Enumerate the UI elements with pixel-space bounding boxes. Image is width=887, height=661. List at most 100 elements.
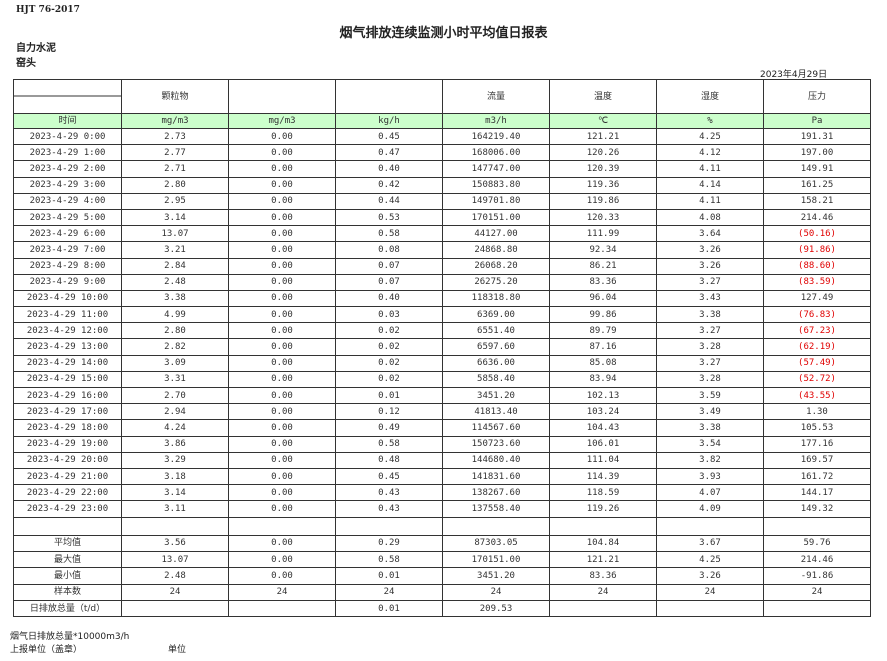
cell	[228, 79, 336, 114]
cell: 170151.00	[442, 208, 550, 227]
cell: 0.00	[228, 534, 336, 552]
cell: 138267.60	[442, 484, 550, 502]
cell: 4.09	[656, 500, 764, 518]
cell: 119.86	[549, 192, 657, 210]
table-row: 2023-4-29 8:00 2.84 0.00 0.07 26068.20 86.21 3…	[13, 257, 871, 275]
cell: 103.24	[549, 403, 657, 421]
cell	[121, 600, 229, 618]
cell: 121.21	[549, 127, 657, 146]
cell: 147747.00	[442, 160, 550, 178]
cell: 149701.80	[442, 192, 550, 210]
cell: 0.00	[228, 273, 336, 291]
cell: 2023-4-29 14:00	[13, 354, 122, 372]
cell: 0.01	[335, 386, 443, 405]
table-row: 2023-4-29 20:00 3.29 0.00 0.48 144680.40 111.…	[13, 451, 871, 469]
cell: 2.95	[121, 192, 229, 210]
cell: 2.80	[121, 322, 229, 340]
summary-row: 平均值 3.56 0.00 0.29 87303.05 104.84 3.67 59.76	[13, 534, 871, 552]
cell: m3/h	[442, 113, 550, 129]
cell	[763, 516, 871, 536]
cell: 144680.40	[442, 451, 550, 469]
cell: 0.58	[335, 550, 443, 569]
cell: 2023-4-29 5:00	[13, 208, 122, 227]
cell: 0.00	[228, 567, 336, 585]
report-title: 烟气排放连续监测小时平均值日报表	[339, 26, 548, 41]
cell: 3451.20	[442, 567, 550, 585]
cell: 3.14	[121, 484, 229, 502]
cell: -91.86	[763, 567, 871, 585]
table-row: 2023-4-29 3:00 2.80 0.00 0.42 150883.80 119.3…	[13, 176, 871, 194]
table-row: 2023-4-29 6:00 13.07 0.00 0.58 44127.00 111.9…	[13, 225, 871, 243]
cell: 2.48	[121, 567, 229, 585]
cell: 3.38	[656, 419, 764, 437]
table-row: 2023-4-29 14:00 3.09 0.00 0.02 6636.00 85.08 3…	[13, 354, 871, 372]
cell: 4.11	[656, 192, 764, 210]
cell	[656, 600, 764, 618]
cell: 0.40	[335, 160, 443, 178]
cell: 24	[335, 583, 443, 602]
cell: 2023-4-29 20:00	[13, 451, 122, 469]
cell: 0.00	[228, 144, 336, 162]
cell: 0.00	[228, 370, 336, 389]
cell: 121.21	[549, 550, 657, 569]
cell: (88.60)	[763, 257, 871, 275]
cell: 191.31	[763, 127, 871, 146]
company-name: 自力水泥	[16, 43, 56, 54]
table-row: 2023-4-29 11:00 4.99 0.00 0.03 6369.00 99.86 3…	[13, 306, 871, 324]
cell: 2.71	[121, 160, 229, 178]
cell: 3.29	[121, 451, 229, 469]
cell: (52.72)	[763, 370, 871, 389]
cell: 0.03	[335, 306, 443, 324]
cell: Pa	[763, 113, 871, 129]
cell	[13, 79, 122, 114]
cell: 3.28	[656, 370, 764, 389]
cell: 4.24	[121, 419, 229, 437]
cell: (91.86)	[763, 241, 871, 259]
table-row: 2023-4-29 23:00 3.11 0.00 0.43 137558.40 119.…	[13, 500, 871, 518]
cell: 170151.00	[442, 550, 550, 569]
summary-row: 最小值 2.48 0.00 0.01 3451.20 83.36 3.26 -91.86	[13, 567, 871, 585]
cell: 105.53	[763, 419, 871, 437]
cell: 150723.60	[442, 435, 550, 453]
cell: 2023-4-29 16:00	[13, 386, 122, 405]
cell: 24	[442, 583, 550, 602]
cell: 2.70	[121, 386, 229, 405]
cell: 3.54	[656, 435, 764, 453]
cell: 2023-4-29 0:00	[13, 127, 122, 146]
cell: 4.12	[656, 144, 764, 162]
cell: 0.00	[228, 176, 336, 194]
cell: 168006.00	[442, 144, 550, 162]
cell: 0.07	[335, 273, 443, 291]
cell: 99.86	[549, 306, 657, 324]
cell: 96.04	[549, 289, 657, 308]
table-row: 2023-4-29 4:00 2.95 0.00 0.44 149701.80 119.8…	[13, 192, 871, 210]
cell: 0.01	[335, 600, 443, 618]
cell: 6597.60	[442, 338, 550, 356]
cell: 0.02	[335, 322, 443, 340]
cell: 141831.60	[442, 467, 550, 486]
cell: 0.53	[335, 208, 443, 227]
cell: 87.16	[549, 338, 657, 356]
cell: 24	[763, 583, 871, 602]
cell: 3.18	[121, 467, 229, 486]
cell: 0.00	[228, 225, 336, 243]
cell: 2023-4-29 6:00	[13, 225, 122, 243]
cell: 85.08	[549, 354, 657, 372]
cell: 24868.80	[442, 241, 550, 259]
cell: 119.26	[549, 500, 657, 518]
footer-note: 烟气日排放总量*10000m3/h	[10, 632, 130, 642]
cell: 44127.00	[442, 225, 550, 243]
cell	[763, 600, 871, 618]
cell: 2.94	[121, 403, 229, 421]
cell: 4.99	[121, 306, 229, 324]
cell: 104.84	[549, 534, 657, 552]
cell: 111.04	[549, 451, 657, 469]
cell: 0.00	[228, 419, 336, 437]
cell: 0.07	[335, 257, 443, 275]
cell: 214.46	[763, 208, 871, 227]
location-name: 窑头	[16, 58, 36, 69]
cell: 6369.00	[442, 306, 550, 324]
cell: 2023-4-29 23:00	[13, 500, 122, 518]
cell: (43.55)	[763, 386, 871, 405]
table-row: 2023-4-29 7:00 3.21 0.00 0.08 24868.80 92.34 3…	[13, 241, 871, 259]
